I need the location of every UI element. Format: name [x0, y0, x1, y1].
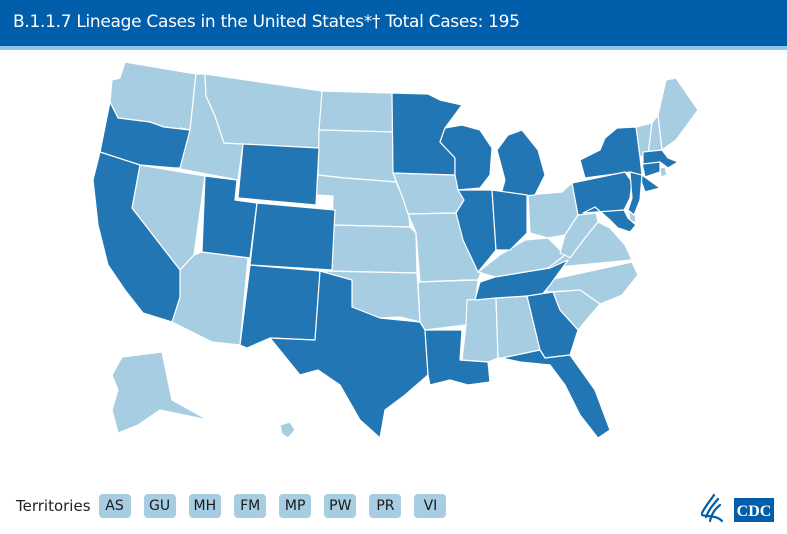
territory-button-pr[interactable]: PR — [369, 494, 402, 518]
territories-bar: Territories AS GU MH FM MP PW PR VI — [16, 494, 459, 518]
state-NM[interactable] — [239, 264, 321, 349]
cdc-logo-icon: CDC — [734, 498, 774, 522]
state-ND[interactable] — [318, 90, 394, 133]
state-MD[interactable] — [582, 206, 637, 233]
state-PA[interactable] — [571, 171, 633, 216]
territory-button-pw[interactable]: PW — [324, 494, 357, 518]
us-states-map — [92, 61, 699, 439]
state-FL[interactable] — [501, 349, 611, 439]
state-AZ[interactable] — [171, 251, 249, 346]
state-MI[interactable] — [496, 129, 546, 199]
state-RI[interactable] — [659, 166, 668, 178]
state-SD[interactable] — [317, 129, 397, 183]
page-title: B.1.1.7 Lineage Cases in the United Stat… — [13, 12, 520, 32]
header-bar: B.1.1.7 Lineage Cases in the United Stat… — [0, 0, 787, 50]
svg-text:CDC: CDC — [737, 503, 772, 520]
state-LA[interactable] — [424, 329, 491, 386]
state-MT[interactable] — [204, 73, 323, 149]
territory-button-gu[interactable]: GU — [143, 494, 176, 518]
state-MS[interactable] — [461, 297, 499, 363]
state-NJ[interactable] — [627, 171, 643, 216]
state-VA[interactable] — [547, 221, 633, 269]
hhs-cdc-logo: CDC — [696, 491, 776, 531]
state-TN[interactable] — [474, 259, 569, 301]
territories-label: Territories — [16, 497, 91, 515]
state-AK[interactable] — [111, 351, 209, 434]
state-TX[interactable] — [269, 270, 429, 439]
territory-button-mh[interactable]: MH — [188, 494, 222, 518]
state-CA[interactable] — [92, 151, 181, 323]
state-WI[interactable] — [439, 124, 493, 191]
territory-button-as[interactable]: AS — [98, 494, 131, 518]
territory-button-fm[interactable]: FM — [234, 494, 267, 518]
state-KS[interactable] — [329, 224, 418, 274]
state-ME[interactable] — [657, 77, 699, 151]
state-CO[interactable] — [249, 202, 336, 271]
state-IN[interactable] — [491, 189, 528, 251]
state-MA[interactable] — [642, 149, 679, 169]
territory-button-mp[interactable]: MP — [279, 494, 312, 518]
hhs-eagle-icon — [700, 493, 724, 523]
territory-button-vi[interactable]: VI — [414, 494, 447, 518]
state-HI[interactable] — [279, 421, 296, 439]
state-WY[interactable] — [237, 143, 320, 206]
